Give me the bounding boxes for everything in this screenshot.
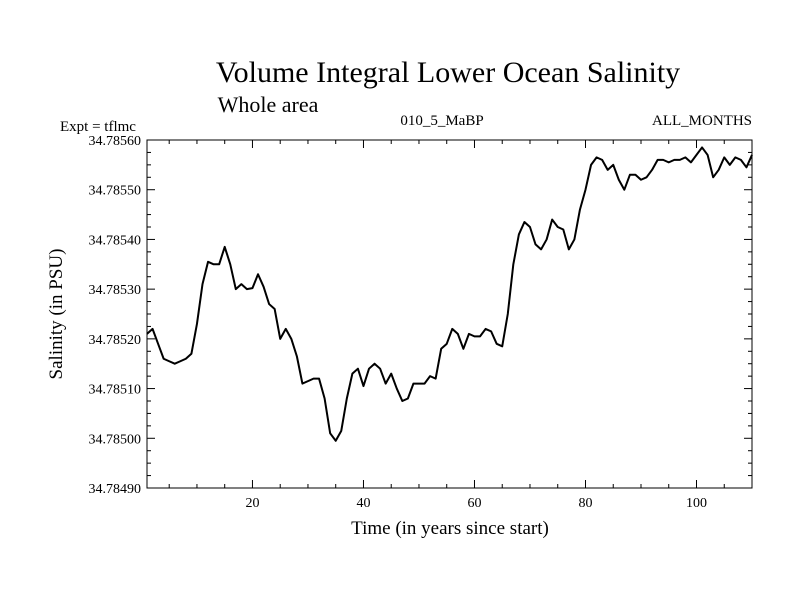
- y-axis-ticks: 34.78490 34.78500 34.78510 34.78520 34.78530…: [89, 134, 752, 497]
- y-tick-label: 34.78490: [89, 482, 142, 497]
- y-tick-label: 34.78520: [89, 333, 142, 348]
- y-tick-label: 34.78560: [89, 134, 142, 149]
- y-tick-label: 34.78530: [89, 283, 142, 298]
- x-tick-label: 80: [578, 496, 592, 511]
- y-axis-label: Salinity (in PSU): [46, 249, 67, 380]
- y-tick-label: 34.78540: [89, 233, 142, 248]
- chart-subtitle: Whole area: [218, 92, 319, 117]
- y-tick-label: 34.78500: [89, 432, 142, 447]
- x-tick-label: 100: [686, 496, 707, 511]
- x-axis-label: Time (in years since start): [351, 518, 549, 539]
- experiment-label: Expt = tflmc: [60, 119, 136, 135]
- x-tick-label: 60: [467, 496, 481, 511]
- x-tick-label: 40: [356, 496, 370, 511]
- salinity-series-line: [146, 146, 753, 442]
- chart-title: Volume Integral Lower Ocean Salinity: [216, 56, 680, 89]
- x-tick-label: 20: [245, 496, 259, 511]
- plot-frame: [146, 139, 753, 489]
- y-tick-label: 34.78510: [89, 383, 142, 398]
- y-tick-label: 34.78550: [89, 184, 142, 199]
- months-label: ALL_MONTHS: [652, 113, 752, 129]
- x-axis-ticks: 20 40 60 80 100: [168, 140, 753, 511]
- period-label: 010_5_MaBP: [400, 113, 483, 129]
